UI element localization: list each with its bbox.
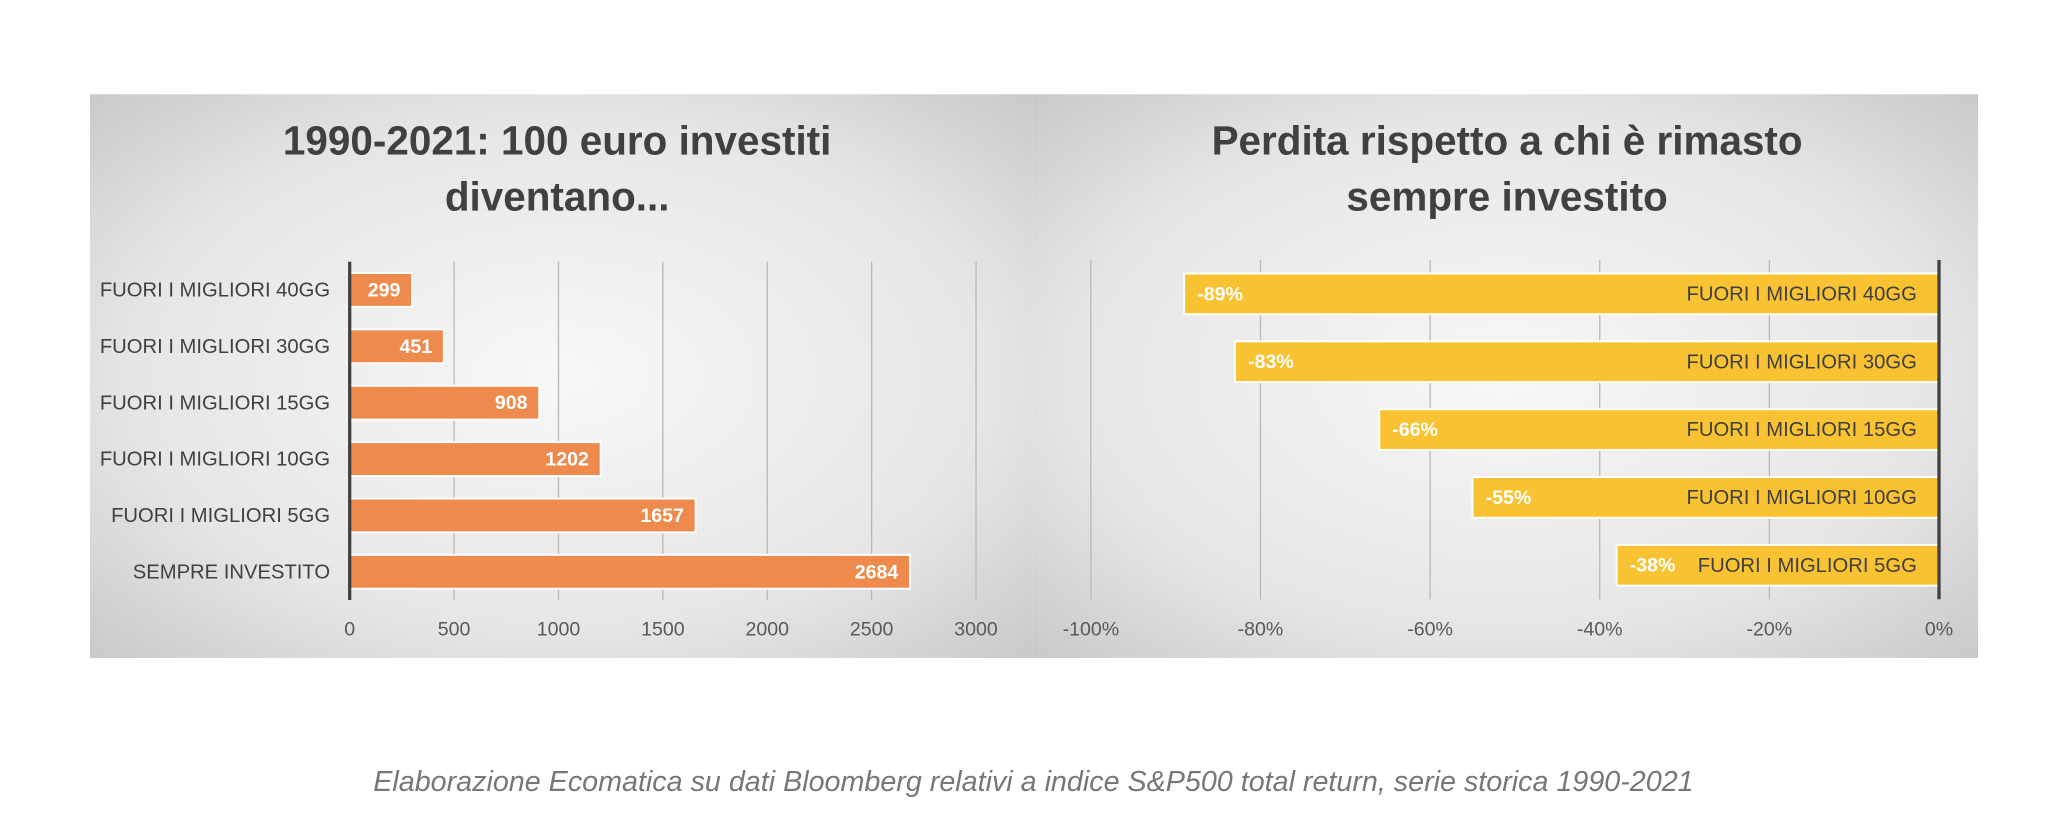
category-label: FUORI I MIGLIORI 15GG: [100, 392, 330, 414]
chart-title: sempre investito: [1346, 174, 1667, 220]
category-label: FUORI I MIGLIORI 5GG: [111, 505, 330, 527]
value-label: -38%: [1630, 555, 1676, 577]
x-tick-label: 2000: [745, 619, 789, 641]
category-label: FUORI I MIGLIORI 30GG: [100, 336, 330, 358]
x-tick-label: -100%: [1063, 619, 1120, 641]
chart-title: Perdita rispetto a chi è rimasto: [1212, 117, 1803, 163]
x-tick-label: 500: [438, 619, 471, 641]
value-label: -83%: [1248, 351, 1294, 373]
x-tick-label: 0%: [1925, 619, 1953, 641]
value-label: 299: [368, 279, 401, 301]
caption: Elaborazione Ecomatica su dati Bloomberg…: [373, 766, 1693, 798]
bar: [348, 272, 414, 308]
bar: [348, 328, 445, 365]
category-label: FUORI I MIGLIORI 40GG: [1687, 284, 1917, 306]
value-label: 1202: [545, 449, 589, 471]
chart-title: diventano...: [445, 174, 670, 220]
x-tick-label: 0: [344, 619, 355, 641]
x-tick-label: 2500: [850, 619, 894, 641]
value-label: 451: [399, 336, 432, 358]
bar: [1615, 543, 1940, 587]
category-label: FUORI I MIGLIORI 30GG: [1687, 351, 1917, 373]
category-label: FUORI I MIGLIORI 10GG: [100, 449, 330, 471]
category-label: FUORI I MIGLIORI 5GG: [1698, 555, 1917, 577]
category-label: SEMPRE INVESTITO: [133, 561, 330, 583]
x-tick-label: -40%: [1577, 619, 1623, 641]
value-label: -66%: [1392, 419, 1438, 441]
category-label: FUORI I MIGLIORI 40GG: [100, 280, 330, 302]
bar: [1378, 408, 1940, 451]
x-tick-label: 1500: [641, 619, 685, 641]
value-label: 1657: [640, 505, 684, 527]
value-label: 2684: [855, 561, 899, 583]
x-tick-label: 1000: [537, 619, 581, 641]
x-tick-label: -60%: [1407, 619, 1453, 641]
value-label: 908: [495, 392, 528, 414]
bar: [1183, 272, 1940, 316]
value-label: -55%: [1486, 487, 1532, 509]
x-tick-label: -20%: [1747, 619, 1793, 641]
category-label: FUORI I MIGLIORI 15GG: [1687, 419, 1917, 441]
x-tick-label: 3000: [954, 619, 998, 641]
x-tick-label: -80%: [1238, 619, 1284, 641]
value-label: -89%: [1197, 283, 1243, 305]
bar: [348, 441, 602, 477]
category-label: FUORI I MIGLIORI 10GG: [1687, 487, 1917, 509]
bar: [348, 553, 912, 590]
chart-title: 1990-2021: 100 euro investiti: [283, 117, 831, 163]
